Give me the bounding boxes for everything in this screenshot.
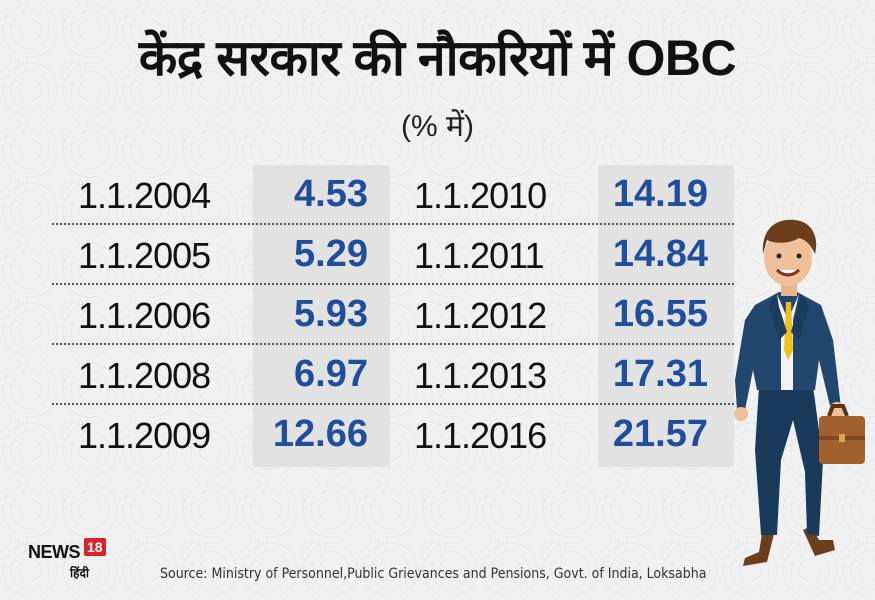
- logo-number-badge: 18: [84, 538, 106, 556]
- percentage-value: 5.29: [294, 233, 368, 275]
- date-label: 1.1.2005: [78, 235, 211, 276]
- date-label: 1.1.2004: [78, 175, 211, 216]
- percentage-value: 21.57: [612, 413, 708, 455]
- percentage-value: 6.97: [294, 353, 368, 395]
- date-label: 1.1.2009: [78, 415, 211, 456]
- date-label: 1.1.2008: [78, 355, 211, 396]
- percentage-value: 17.31: [612, 353, 708, 395]
- date-label: 1.1.2006: [78, 295, 211, 336]
- value-column-shade-right: [598, 165, 734, 467]
- chart-subtitle: (% में): [401, 110, 474, 143]
- logo-hindi-text: हिंदी: [70, 566, 89, 580]
- logo-news-text: NEWS: [28, 542, 81, 562]
- percentage-value: 14.19: [612, 173, 708, 215]
- date-label: 1.1.2012: [414, 295, 547, 336]
- table-row: 1.1.2009 12.66 1.1.2016 21.57: [52, 405, 734, 465]
- date-label: 1.1.2010: [414, 175, 547, 216]
- date-label: 1.1.2011: [414, 235, 544, 276]
- percentage-value: 12.66: [272, 413, 368, 455]
- chart-title: केंद्र सरकार की नौकरियों में OBC: [138, 30, 737, 86]
- percentage-value: 16.55: [612, 293, 708, 335]
- percentage-value: 5.93: [294, 293, 368, 335]
- table-row: 1.1.2006 5.93 1.1.2012 16.55: [52, 285, 734, 345]
- row-divider: [52, 343, 734, 345]
- date-label: 1.1.2016: [414, 415, 547, 456]
- row-divider: [52, 403, 734, 405]
- percentage-value: 14.84: [612, 233, 708, 275]
- row-divider: [52, 283, 734, 285]
- table-row: 1.1.2008 6.97 1.1.2013 17.31: [52, 345, 734, 405]
- table-row: 1.1.2004 4.53 1.1.2010 14.19: [52, 165, 734, 225]
- businessman-with-briefcase-icon: [734, 219, 865, 566]
- source-note: Source: Ministry of Personnel,Public Gri…: [160, 566, 707, 582]
- percentage-value: 4.53: [294, 173, 368, 215]
- row-divider: [52, 223, 734, 225]
- value-column-shade-left: [253, 165, 390, 467]
- news18-logo: NEWS 18 हिंदी: [28, 534, 106, 580]
- table-row: 1.1.2005 5.29 1.1.2011 14.84: [52, 225, 734, 285]
- date-label: 1.1.2013: [414, 355, 547, 396]
